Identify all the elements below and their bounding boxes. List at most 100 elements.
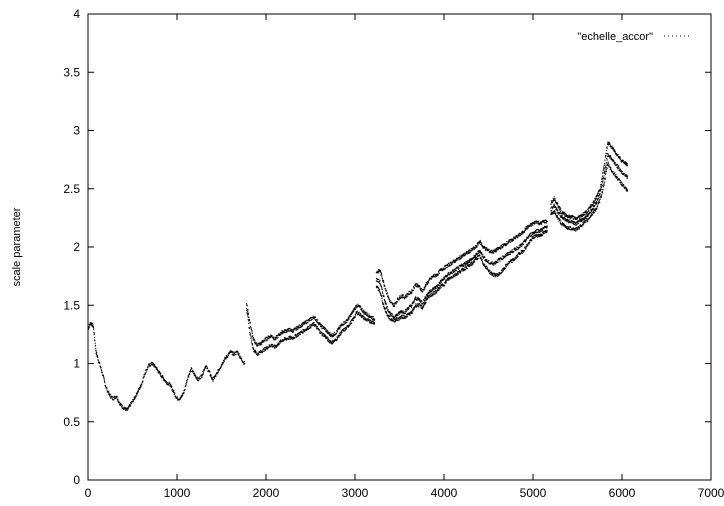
data-point (309, 325, 311, 327)
data-point (137, 390, 139, 392)
data-point (491, 272, 493, 274)
data-point (598, 194, 600, 196)
data-point (550, 213, 552, 216)
data-point (146, 369, 148, 371)
data-point (306, 328, 308, 330)
data-point (367, 319, 370, 321)
data-point (520, 245, 522, 247)
data-point (88, 325, 90, 328)
data-point (441, 279, 443, 281)
data-point (323, 328, 326, 330)
data-point (420, 300, 422, 302)
data-point (291, 329, 294, 331)
data-point (569, 215, 571, 217)
data-point (541, 233, 543, 235)
data-point (462, 254, 464, 256)
data-point (559, 214, 561, 216)
data-point (479, 240, 481, 242)
data-point (417, 296, 419, 298)
data-point (450, 261, 452, 263)
data-point (492, 249, 494, 251)
data-point (575, 224, 578, 226)
data-point (165, 381, 167, 383)
data-point (92, 323, 94, 325)
data-point (437, 289, 439, 291)
data-point (482, 253, 484, 255)
data-point (444, 278, 446, 280)
data-point (344, 321, 346, 323)
data-point (559, 212, 561, 214)
data-point (586, 212, 588, 214)
data-point (499, 260, 501, 262)
data-point (222, 363, 224, 365)
data-point (416, 306, 418, 308)
data-point (514, 237, 516, 239)
data-point (521, 249, 523, 252)
data-point (588, 218, 590, 220)
data-point (252, 337, 254, 340)
data-point (587, 220, 589, 222)
data-point (146, 368, 148, 370)
data-point (579, 219, 581, 221)
data-point (396, 313, 398, 315)
data-point (493, 276, 495, 278)
data-point (248, 327, 250, 329)
data-point (580, 221, 582, 223)
data-point (467, 260, 469, 263)
data-point (620, 184, 622, 186)
data-point (599, 186, 601, 188)
data-point (371, 317, 373, 319)
data-point (166, 383, 168, 385)
data-point (129, 405, 132, 407)
data-point (414, 297, 416, 299)
data-point (437, 285, 439, 287)
data-point (231, 351, 233, 353)
data-point (383, 281, 385, 283)
data-point (173, 389, 175, 391)
data-point (407, 307, 409, 309)
data-point (445, 281, 447, 283)
data-point (136, 393, 138, 395)
data-point (225, 356, 227, 358)
data-point (414, 307, 416, 309)
data-point (247, 310, 249, 312)
data-point (311, 324, 313, 326)
data-point (533, 237, 535, 239)
data-point (399, 297, 401, 299)
data-point (550, 213, 552, 215)
data-point (322, 333, 325, 335)
data-point (272, 336, 274, 338)
data-point (602, 186, 605, 188)
data-point (289, 335, 291, 337)
data-point (332, 335, 334, 337)
data-point (136, 394, 138, 396)
data-point (556, 207, 558, 209)
data-point (601, 177, 603, 179)
data-point (172, 389, 174, 391)
data-point (138, 388, 140, 390)
data-point (537, 231, 539, 234)
data-point (455, 268, 457, 270)
data-point (544, 231, 547, 233)
data-point (247, 316, 249, 318)
data-point (273, 345, 275, 347)
data-point (514, 258, 516, 260)
data-point (597, 206, 599, 208)
data-point (563, 211, 565, 213)
data-point (91, 324, 93, 326)
data-point (615, 174, 617, 176)
data-point (585, 210, 587, 212)
data-point (255, 343, 257, 345)
data-point (283, 339, 285, 341)
data-point (347, 319, 349, 321)
data-point (415, 282, 417, 285)
data-point (501, 245, 503, 247)
data-point (572, 215, 575, 217)
data-point (452, 275, 455, 277)
data-point (526, 243, 528, 245)
data-point (590, 213, 593, 215)
data-point (474, 258, 476, 261)
data-point (529, 225, 531, 227)
data-point (421, 300, 423, 303)
data-point (340, 332, 342, 334)
